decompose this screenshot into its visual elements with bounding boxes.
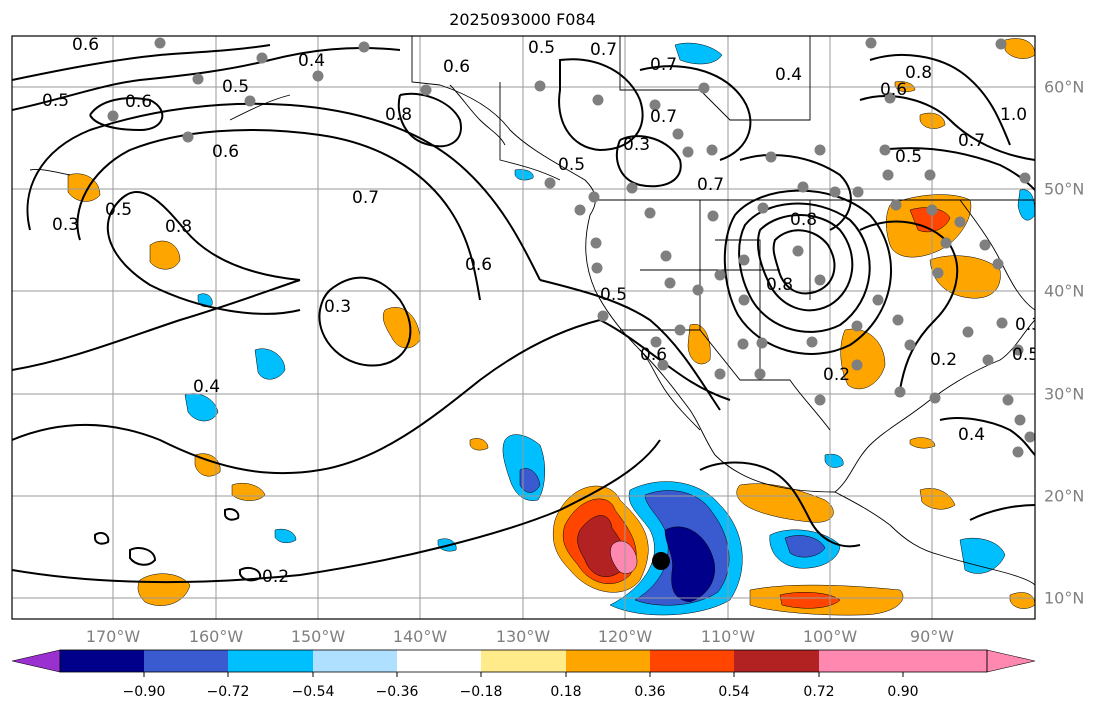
colorbar-segment xyxy=(228,650,313,672)
lon-label: 150°W xyxy=(290,627,346,646)
lat-label: 50°N xyxy=(1044,179,1085,199)
colorbar-segment xyxy=(60,650,144,672)
contour-label: 0.5 xyxy=(600,285,627,305)
contour-label: 0.2 xyxy=(262,567,289,587)
contour-label: 0.6 xyxy=(212,142,239,162)
contour-label: 0.6 xyxy=(125,92,152,112)
colorbar xyxy=(11,649,1036,677)
lon-label: 160°W xyxy=(188,627,244,646)
contour-label: 0.4 xyxy=(193,377,220,397)
contour-label: 0.4 xyxy=(298,51,325,71)
contour-label: 0.5 xyxy=(1012,345,1039,365)
contour-label: 0.7 xyxy=(590,40,617,60)
contour-label: 0.8 xyxy=(790,210,817,230)
lon-label: 170°W xyxy=(85,627,141,646)
contour-label: 0.8 xyxy=(165,217,192,237)
lon-label: 120°W xyxy=(597,627,653,646)
contour-label: 0.5 xyxy=(42,91,69,111)
colorbar-segment xyxy=(734,650,819,672)
contour-label: 0.3 xyxy=(1015,315,1042,335)
colorbar-outline xyxy=(59,649,988,673)
contour-label: 0.7 xyxy=(352,188,379,208)
lon-label: 130°W xyxy=(495,627,551,646)
lon-label: 90°W xyxy=(909,627,955,646)
storm-center-marker xyxy=(652,552,670,570)
colorbar-tick: 0.72 xyxy=(803,684,835,700)
colorbar-segment xyxy=(397,650,481,672)
lon-label: 140°W xyxy=(392,627,448,646)
colorbar-tick: 0.36 xyxy=(634,684,666,700)
contour-label: 0.5 xyxy=(558,155,585,175)
contour-label: 0.4 xyxy=(775,65,802,85)
contour-labels: 0.6 0.4 0.5 0.6 0.5 0.6 0.8 0.7 0.3 0.5 … xyxy=(42,35,1042,587)
contour-label: 0.7 xyxy=(650,107,677,127)
contour-label: 0.7 xyxy=(958,131,985,151)
lon-label: 100°W xyxy=(802,627,858,646)
contour-label: 0.6 xyxy=(640,345,667,365)
contour-label: 0.7 xyxy=(650,55,677,75)
map-frame xyxy=(11,35,1036,620)
colorbar-extend-low xyxy=(11,649,61,673)
contour-label: 1.0 xyxy=(1000,105,1027,125)
map-title: 2025093000 F084 xyxy=(449,10,596,29)
contour-label: 0.3 xyxy=(52,215,79,235)
contour-label: 0.5 xyxy=(895,147,922,167)
contour-label: 0.3 xyxy=(623,135,650,155)
contour-label: 0.5 xyxy=(105,200,132,220)
contour-lines xyxy=(12,44,1035,583)
contour-label: 0.4 xyxy=(958,425,985,445)
lat-label: 30°N xyxy=(1044,384,1085,404)
observation-points xyxy=(107,37,1035,458)
colorbar-segment xyxy=(313,650,397,672)
colorbar-tick: −0.36 xyxy=(375,684,419,700)
contour-label: 0.5 xyxy=(222,77,249,97)
contour-label: 0.8 xyxy=(766,275,793,295)
contour-label: 0.6 xyxy=(880,80,907,100)
contour-label: 0.7 xyxy=(697,175,724,195)
colorbar-tick: 0.18 xyxy=(550,684,582,700)
lat-label: 40°N xyxy=(1044,281,1085,301)
colorbar-tick: −0.90 xyxy=(122,684,166,700)
colorbar-segment xyxy=(566,650,650,672)
contour-label: 0.8 xyxy=(385,105,412,125)
colorbar-segment xyxy=(650,650,734,672)
lat-label: 10°N xyxy=(1044,588,1085,608)
coastlines xyxy=(29,36,1035,586)
contour-label: 0.6 xyxy=(443,57,470,77)
lat-label: 20°N xyxy=(1044,486,1085,506)
lat-label: 60°N xyxy=(1044,77,1085,97)
colorbar-segment xyxy=(144,650,228,672)
colorbar-tick: 0.54 xyxy=(718,684,750,700)
colorbar-extend-high xyxy=(986,649,1036,673)
colorbar-tick: −0.54 xyxy=(291,684,335,700)
contour-label: 0.5 xyxy=(528,38,555,58)
colorbar-tick: 0.90 xyxy=(887,684,919,700)
contour-label: 0.2 xyxy=(823,365,850,385)
contour-label: 0.8 xyxy=(905,63,932,83)
contour-label: 0.3 xyxy=(324,297,351,317)
graticule xyxy=(12,36,1035,619)
contour-label: 0.6 xyxy=(465,255,492,275)
colorbar-tick: −0.18 xyxy=(459,684,503,700)
colorbar-segment xyxy=(903,650,987,672)
contour-label: 0.6 xyxy=(72,35,99,55)
colorbar-segment xyxy=(819,650,903,672)
colorbar-tick: −0.72 xyxy=(206,684,250,700)
colorbar-segment xyxy=(481,650,566,672)
lon-label: 110°W xyxy=(700,627,756,646)
contour-label: 0.2 xyxy=(930,350,957,370)
